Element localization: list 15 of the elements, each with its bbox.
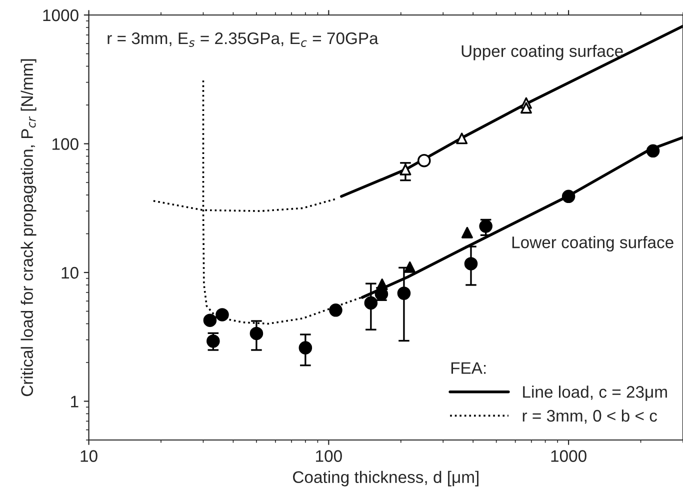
x-axis-title: Coating thickness, d [μm]: [293, 470, 478, 486]
y-axis-title: Critical load for crack propagation, P$_{cr}$ [N/mm]: [20, 59, 36, 396]
x-tick-label: 1000: [551, 450, 586, 462]
x-tick-label: 10: [80, 450, 98, 462]
legend-label: r = 3mm, 0 < b < c: [522, 409, 658, 424]
y-tick-label: 100: [52, 138, 78, 150]
annotation: r = 3mm, E$_{s}$ = 2.35GPa, E$_{c}$ = 70GPa: [108, 32, 378, 47]
legend-title: FEA:: [451, 362, 486, 374]
y-tick-label: 1000: [43, 9, 78, 22]
annotation: Upper coating surface: [462, 44, 623, 60]
legend-label: Line load, c = 23μm: [523, 386, 667, 401]
annotation: Lower coating surface: [512, 236, 674, 252]
y-tick-label: 10: [62, 266, 78, 279]
y-tick-label: 1: [71, 396, 78, 408]
x-tick-label: 100: [316, 450, 342, 462]
